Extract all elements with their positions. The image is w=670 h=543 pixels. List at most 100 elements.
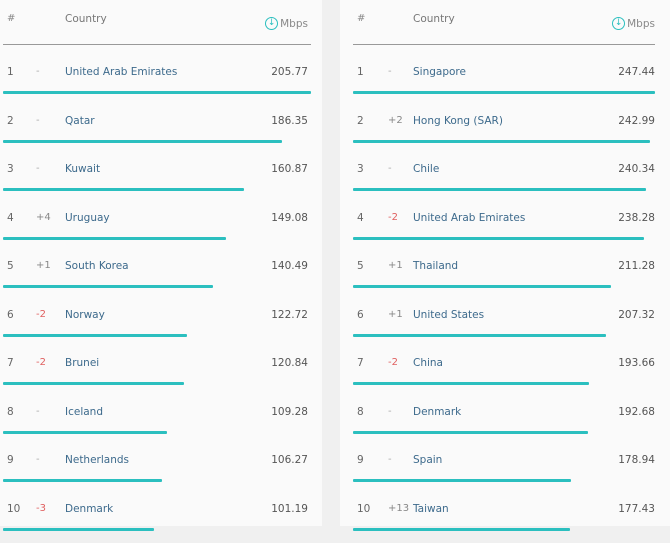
- speed-value: 101.19: [271, 503, 308, 515]
- table-row: 1 - United Arab Emirates 205.77: [0, 58, 322, 107]
- country-link[interactable]: United Arab Emirates: [413, 212, 525, 224]
- speed-value: 238.28: [618, 212, 655, 224]
- rank: 5: [7, 260, 14, 272]
- speed-value: 205.77: [271, 66, 308, 78]
- rank-change: -: [36, 163, 40, 174]
- speed-value: 122.72: [271, 309, 308, 321]
- speed-bar: [353, 334, 606, 337]
- rank-change: +13: [388, 503, 409, 514]
- header-divider: [353, 44, 655, 45]
- rank-change: +4: [36, 212, 51, 223]
- speed-bar: [3, 334, 187, 337]
- speed-bar: [353, 237, 644, 240]
- country-link[interactable]: United Arab Emirates: [65, 66, 177, 78]
- speed-bar: [353, 528, 570, 531]
- country-link[interactable]: Taiwan: [413, 503, 449, 515]
- country-link[interactable]: United States: [413, 309, 484, 321]
- rank: 3: [357, 163, 364, 175]
- country-link[interactable]: Netherlands: [65, 454, 129, 466]
- rank: 2: [357, 115, 364, 127]
- table-row: 3 - Kuwait 160.87: [0, 155, 322, 204]
- rank: 8: [357, 406, 364, 418]
- speed-value: 177.43: [618, 503, 655, 515]
- country-link[interactable]: Denmark: [413, 406, 461, 418]
- rank-change: -2: [388, 357, 398, 368]
- speed-bar: [353, 188, 646, 191]
- download-arrow-icon: ↓: [612, 17, 625, 30]
- rank-change: -: [36, 406, 40, 417]
- speed-value: 186.35: [271, 115, 308, 127]
- table-row: 5 +1 South Korea 140.49: [0, 252, 322, 301]
- country-link[interactable]: Thailand: [413, 260, 458, 272]
- header-divider: [3, 44, 311, 45]
- rank: 9: [357, 454, 364, 466]
- table-row: 9 - Netherlands 106.27: [0, 446, 322, 495]
- speed-bar: [3, 237, 226, 240]
- table-header: # Country ↓Mbps: [0, 0, 322, 45]
- table-row: 4 +4 Uruguay 149.08: [0, 204, 322, 253]
- speed-bar: [353, 431, 588, 434]
- country-link[interactable]: South Korea: [65, 260, 129, 272]
- speed-value: 242.99: [618, 115, 655, 127]
- table-header: # Country ↓Mbps: [340, 0, 670, 45]
- speed-value: 211.28: [618, 260, 655, 272]
- table-row: 5 +1 Thailand 211.28: [340, 252, 670, 301]
- country-link[interactable]: Hong Kong (SAR): [413, 115, 503, 127]
- speed-bar: [3, 382, 184, 385]
- rank: 10: [357, 503, 370, 515]
- rank-change: -: [36, 115, 40, 126]
- speed-value: 178.94: [618, 454, 655, 466]
- rank: 6: [357, 309, 364, 321]
- rank: 2: [7, 115, 14, 127]
- country-link[interactable]: Qatar: [65, 115, 95, 127]
- rank-change: -: [388, 406, 392, 417]
- speed-value: 120.84: [271, 357, 308, 369]
- country-link[interactable]: Denmark: [65, 503, 113, 515]
- download-arrow-icon: ↓: [265, 17, 278, 30]
- rank-change: -: [36, 454, 40, 465]
- rank: 4: [357, 212, 364, 224]
- speed-value: 193.66: [618, 357, 655, 369]
- rank-change: -2: [36, 357, 46, 368]
- table-row: 10 -3 Denmark 101.19: [0, 495, 322, 543]
- rank-change: -2: [388, 212, 398, 223]
- rank-change: -: [388, 454, 392, 465]
- table-row: 2 +2 Hong Kong (SAR) 242.99: [340, 107, 670, 156]
- rank-change: -: [36, 66, 40, 77]
- country-link[interactable]: Kuwait: [65, 163, 100, 175]
- speed-value: 207.32: [618, 309, 655, 321]
- rank-change: -: [388, 66, 392, 77]
- unit-label: Mbps: [280, 18, 308, 30]
- rank: 8: [7, 406, 14, 418]
- table-row: 3 - Chile 240.34: [340, 155, 670, 204]
- country-link[interactable]: Brunei: [65, 357, 99, 369]
- rank-change: -: [388, 163, 392, 174]
- rank-column-header: #: [357, 13, 365, 24]
- rank-change: -3: [36, 503, 46, 514]
- speed-bar: [3, 285, 213, 288]
- country-link[interactable]: China: [413, 357, 443, 369]
- country-link[interactable]: Iceland: [65, 406, 103, 418]
- country-column-header: Country: [413, 13, 455, 25]
- table-row: 6 -2 Norway 122.72: [0, 301, 322, 350]
- country-link[interactable]: Chile: [413, 163, 439, 175]
- rank: 7: [7, 357, 14, 369]
- rank-column-header: #: [7, 13, 15, 24]
- speed-bar: [3, 431, 167, 434]
- country-link[interactable]: Norway: [65, 309, 105, 321]
- rank: 7: [357, 357, 364, 369]
- mbps-column-header: ↓Mbps: [265, 17, 308, 30]
- speed-value: 106.27: [271, 454, 308, 466]
- table-row: 7 -2 Brunei 120.84: [0, 349, 322, 398]
- rank-change: +1: [388, 260, 403, 271]
- rank-change: -2: [36, 309, 46, 320]
- country-link[interactable]: Singapore: [413, 66, 466, 78]
- country-link[interactable]: Spain: [413, 454, 442, 466]
- table-row: 7 -2 China 193.66: [340, 349, 670, 398]
- speed-bar: [353, 479, 571, 482]
- table-row: 9 - Spain 178.94: [340, 446, 670, 495]
- country-link[interactable]: Uruguay: [65, 212, 110, 224]
- rank: 4: [7, 212, 14, 224]
- rank-change: +1: [388, 309, 403, 320]
